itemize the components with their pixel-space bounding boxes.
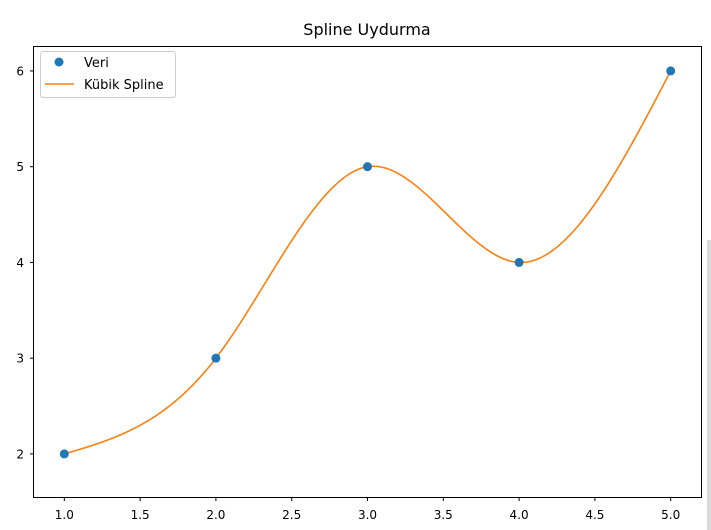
window-edge [707,240,711,530]
x-tick-label: 3.5 [434,508,453,522]
y-tick-label: 6 [16,64,24,78]
x-tick-label: 1.0 [55,508,74,522]
x-tick-label: 4.5 [585,508,604,522]
y-tick-label: 5 [16,160,24,174]
data-point [666,66,676,76]
chart-title: Spline Uydurma [303,20,430,39]
x-tick-label: 2.0 [206,508,225,522]
y-tick-label: 4 [16,256,24,270]
legend-label-veri: Veri [84,56,109,71]
legend-label-spline: Kübik Spline [84,78,164,93]
axes-frame [33,46,702,498]
spline-series-line [64,70,672,455]
legend-box [40,51,176,98]
y-tick-label: 3 [16,352,24,366]
data-point [59,449,69,459]
data-point [363,162,372,172]
x-tick-label: 5.0 [661,508,680,522]
x-tick-label: 4.0 [510,508,529,522]
legend-marker-veri [54,57,64,67]
x-tick-label: 1.5 [131,508,150,522]
legend: Veri Kübik Spline [40,51,176,98]
data-point [514,257,524,267]
data-point [211,353,221,363]
y-tick-label: 2 [16,447,24,461]
plot-area [59,66,676,459]
x-tick-label: 3.0 [358,508,377,522]
x-tick-label: 2.5 [282,508,301,522]
axis-ticks: 1.0 1.5 2.0 2.5 3.0 3.5 4.0 4.5 5.0 2 3 4 5 6 [16,64,680,522]
